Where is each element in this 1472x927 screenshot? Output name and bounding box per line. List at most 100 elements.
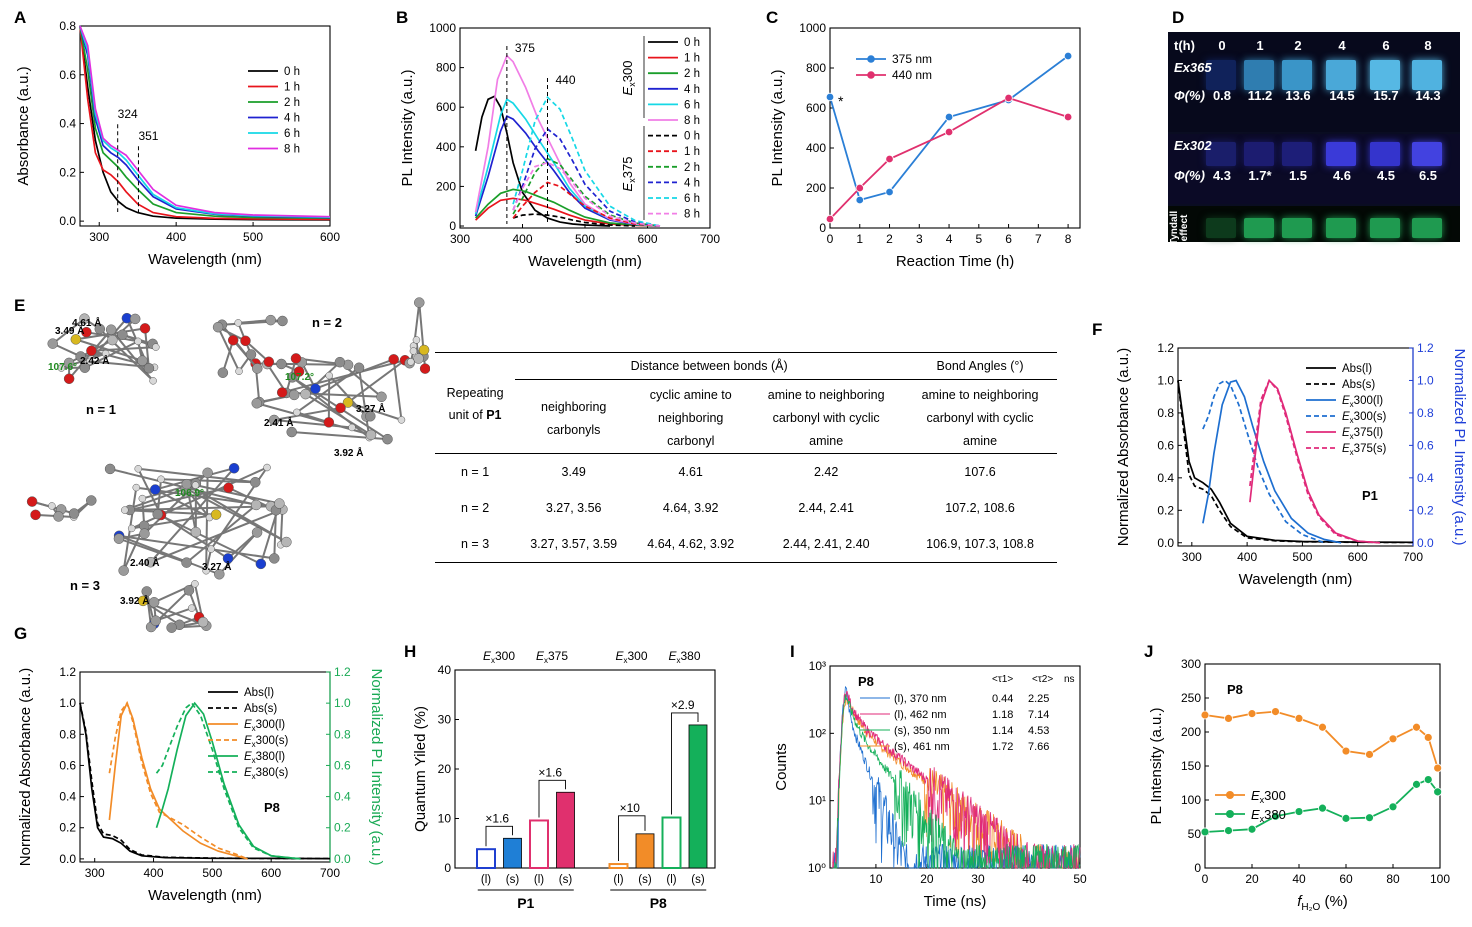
atom — [202, 467, 213, 479]
group-x: x — [627, 82, 637, 87]
y-tick-label-f: 0.6 — [1157, 438, 1174, 452]
y-tick-label-h: 0 — [444, 861, 451, 875]
atom — [86, 345, 97, 357]
legend-marker-c-0 — [867, 55, 875, 63]
x-axis-label-j: fH₂O (%) — [1297, 893, 1348, 913]
bond — [129, 505, 271, 511]
bar-h-0 — [476, 848, 496, 870]
vial-tyndall — [1244, 218, 1274, 238]
y-axis-label-a: Absorbance (a.u.) — [15, 66, 32, 185]
y2-tick-label-f: 0.6 — [1417, 438, 1434, 452]
series-c-0 — [829, 55, 1069, 202]
legend-tau1-i-2: 1.14 — [992, 725, 1013, 737]
photo-panel-d: t(h) Ex365 Φ(%) Ex302 Φ(%) Tyndall effec… — [1168, 32, 1460, 245]
x-tick-label-b: 300 — [450, 232, 470, 246]
y-axis-label-i: Counts — [773, 743, 790, 791]
x-axis-label-f: Wavelength (nm) — [1239, 571, 1353, 588]
series-b-3 — [474, 114, 661, 227]
annotation-label-b-0: 375 — [515, 41, 535, 55]
table-col3-h2: carbonyl with cyclic — [772, 411, 880, 425]
x-tick-label-i: 10 — [869, 872, 883, 886]
mol-n1-dist-0: 3.49 Å — [55, 326, 85, 337]
table-cell: 2.44, 2.41 — [798, 500, 854, 515]
bond — [52, 317, 86, 345]
legend-tau2-i-1: 7.14 — [1028, 709, 1049, 721]
photo-time-label: 0 — [1218, 38, 1226, 53]
atom — [57, 364, 66, 372]
legend-label-c-1: 440 nm — [892, 68, 932, 82]
atom — [134, 337, 142, 346]
atom — [197, 616, 209, 628]
atom — [414, 297, 425, 308]
legend-x: x — [1350, 432, 1354, 441]
bond — [347, 401, 402, 421]
top-label-h-1: Ex375 — [536, 649, 568, 665]
table-col2-h2: neighboring — [658, 411, 724, 425]
atom — [276, 358, 287, 370]
atom — [407, 358, 415, 366]
table-cell: n = 3 — [461, 537, 490, 551]
point-c-0 — [885, 187, 894, 197]
y2-tick-label-g: 0.2 — [334, 821, 351, 835]
photo-row2-phi-label: Φ(%) — [1174, 168, 1205, 183]
group-label-h-1: P8 — [650, 895, 667, 911]
x-tick-label-b: 500 — [575, 232, 595, 246]
series-g-5 — [155, 701, 301, 860]
atom — [263, 356, 275, 368]
bar-h-2 — [529, 819, 549, 869]
point-j-1 — [1433, 787, 1443, 797]
bond — [273, 406, 341, 421]
atom — [287, 372, 298, 383]
legend-label-b-4: 6 h — [684, 99, 700, 111]
x-tick-label-c: 7 — [1035, 232, 1042, 246]
legend-label-f-0: Abs(l) — [1342, 363, 1372, 375]
atom — [79, 313, 90, 324]
bond — [281, 359, 406, 394]
table-col2-h3: carbonyl — [667, 434, 715, 448]
y-tick-label-j: 200 — [1181, 725, 1201, 739]
table-col0-line2-text: unit of — [448, 408, 487, 422]
photo-row2-label: Ex302 — [1174, 138, 1212, 153]
y-tick-label-b: 600 — [436, 100, 456, 114]
legend-x: x — [1260, 814, 1265, 824]
bond — [75, 338, 143, 362]
panel-label-c: C — [766, 8, 779, 27]
y-axis-label-g: Normalized Absorbance (a.u.) — [17, 668, 34, 866]
series-g-2 — [108, 700, 248, 860]
table-col0-line1: Repeating — [446, 386, 504, 400]
bond — [89, 360, 155, 369]
legend-rest: 380(s) — [256, 767, 289, 779]
bond — [274, 418, 353, 429]
top-e: E — [483, 649, 492, 663]
panel-label-i: I — [790, 642, 795, 661]
atom — [342, 397, 354, 408]
photo-row1-label: Ex365 — [1174, 60, 1212, 75]
x-tick-label-c: 0 — [827, 232, 834, 246]
y-tick-label-b: 200 — [436, 179, 456, 193]
top-x: x — [623, 656, 627, 665]
y-tick-label-f: 1.0 — [1157, 373, 1174, 387]
atom — [323, 417, 335, 428]
atom — [418, 344, 430, 356]
series-i-2 — [832, 694, 1081, 870]
series-f-3 — [1202, 379, 1325, 544]
y2-tick-label-g: 1.2 — [334, 665, 351, 679]
table-col4-h1: amine to neighboring — [921, 388, 1039, 402]
atom — [138, 494, 147, 503]
atom — [210, 509, 222, 520]
y2-tick-label-g: 0.8 — [334, 727, 351, 741]
series-g-4 — [155, 701, 301, 860]
vial-ex365 — [1326, 60, 1356, 90]
atom — [190, 526, 202, 538]
atom — [255, 558, 267, 570]
atom — [139, 323, 151, 334]
legend-label-f-3: Ex300(s) — [1342, 411, 1386, 425]
legend-e: E — [244, 751, 252, 763]
table-cell: 3.27, 3.57, 3.59 — [530, 536, 618, 551]
point-c-1 — [1004, 93, 1013, 103]
series-c-1 — [829, 97, 1069, 220]
x-tick-label-a: 300 — [89, 230, 109, 244]
y-tick-label-g: 0.0 — [59, 852, 76, 866]
y-tick-label-b: 0 — [449, 219, 456, 233]
x-tick-label-j: 20 — [1245, 872, 1259, 886]
